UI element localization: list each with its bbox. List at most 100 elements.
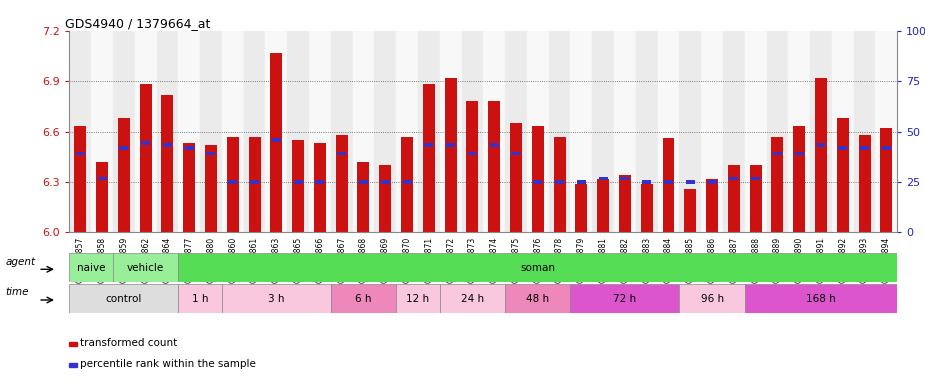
Bar (250, 180, 259, 184)
Bar (466, 101, 478, 232)
Bar (162, 94, 173, 232)
Bar (338, 152, 346, 155)
Bar (227, 137, 239, 232)
Bar (315, 180, 325, 184)
Bar (483, 31, 505, 232)
Bar (489, 143, 499, 147)
Bar (815, 78, 827, 232)
Bar (293, 180, 302, 184)
Text: 24 h: 24 h (461, 293, 484, 304)
Text: naive: naive (77, 263, 105, 273)
Bar (183, 143, 195, 232)
Bar (314, 143, 326, 232)
FancyBboxPatch shape (69, 253, 113, 282)
Text: 96 h: 96 h (700, 293, 723, 304)
Bar (135, 31, 156, 232)
Bar (641, 184, 653, 232)
Bar (309, 31, 331, 232)
Bar (179, 31, 200, 232)
Bar (270, 53, 282, 232)
Bar (163, 143, 172, 147)
Bar (679, 31, 701, 232)
Bar (97, 177, 106, 180)
Bar (751, 177, 760, 180)
Bar (69, 342, 77, 346)
Bar (532, 126, 544, 232)
Text: 168 h: 168 h (806, 293, 836, 304)
Bar (614, 31, 635, 232)
Bar (795, 152, 804, 155)
Bar (527, 31, 549, 232)
Bar (575, 184, 587, 232)
Bar (571, 31, 592, 232)
Text: time: time (6, 287, 29, 297)
Bar (357, 162, 369, 232)
Bar (425, 143, 433, 147)
FancyBboxPatch shape (113, 253, 179, 282)
Bar (336, 135, 348, 232)
Text: 12 h: 12 h (406, 293, 429, 304)
Bar (598, 179, 610, 232)
FancyBboxPatch shape (331, 284, 396, 313)
Bar (549, 31, 571, 232)
Bar (729, 177, 738, 180)
Text: percentile rank within the sample: percentile rank within the sample (80, 359, 255, 369)
Bar (658, 31, 679, 232)
Bar (74, 126, 86, 232)
Bar (92, 31, 113, 232)
Bar (664, 180, 673, 184)
Text: 72 h: 72 h (613, 293, 636, 304)
Bar (771, 137, 783, 232)
Bar (817, 143, 825, 147)
Bar (200, 31, 222, 232)
Bar (788, 31, 810, 232)
Bar (723, 31, 745, 232)
Bar (140, 84, 152, 232)
Bar (446, 143, 455, 147)
Bar (706, 179, 718, 232)
Bar (773, 152, 782, 155)
Bar (381, 180, 389, 184)
Bar (684, 189, 697, 232)
Bar (749, 165, 761, 232)
Bar (794, 126, 805, 232)
Bar (265, 31, 288, 232)
Bar (359, 180, 368, 184)
Bar (462, 31, 483, 232)
Bar (745, 31, 767, 232)
Bar (621, 177, 629, 180)
Text: 48 h: 48 h (526, 293, 549, 304)
Bar (439, 31, 462, 232)
Text: vehicle: vehicle (127, 263, 165, 273)
FancyBboxPatch shape (439, 284, 505, 313)
Bar (379, 165, 391, 232)
FancyBboxPatch shape (179, 253, 897, 282)
Bar (555, 180, 564, 184)
Bar (512, 152, 521, 155)
Bar (685, 180, 695, 184)
Bar (113, 31, 135, 232)
FancyBboxPatch shape (571, 284, 679, 313)
Bar (222, 31, 243, 232)
Bar (119, 146, 129, 150)
Bar (69, 362, 77, 367)
FancyBboxPatch shape (745, 284, 897, 313)
Bar (272, 138, 281, 142)
Bar (142, 141, 150, 145)
Bar (510, 123, 522, 232)
Text: 1 h: 1 h (191, 293, 208, 304)
Bar (96, 162, 108, 232)
Bar (76, 152, 85, 155)
Bar (292, 140, 304, 232)
Text: control: control (105, 293, 142, 304)
Bar (288, 31, 309, 232)
Bar (708, 180, 717, 184)
Bar (185, 146, 193, 150)
Bar (662, 138, 674, 232)
Bar (577, 180, 586, 184)
Bar (701, 31, 723, 232)
Bar (488, 101, 500, 232)
FancyBboxPatch shape (179, 284, 222, 313)
Bar (635, 31, 658, 232)
Bar (156, 31, 179, 232)
